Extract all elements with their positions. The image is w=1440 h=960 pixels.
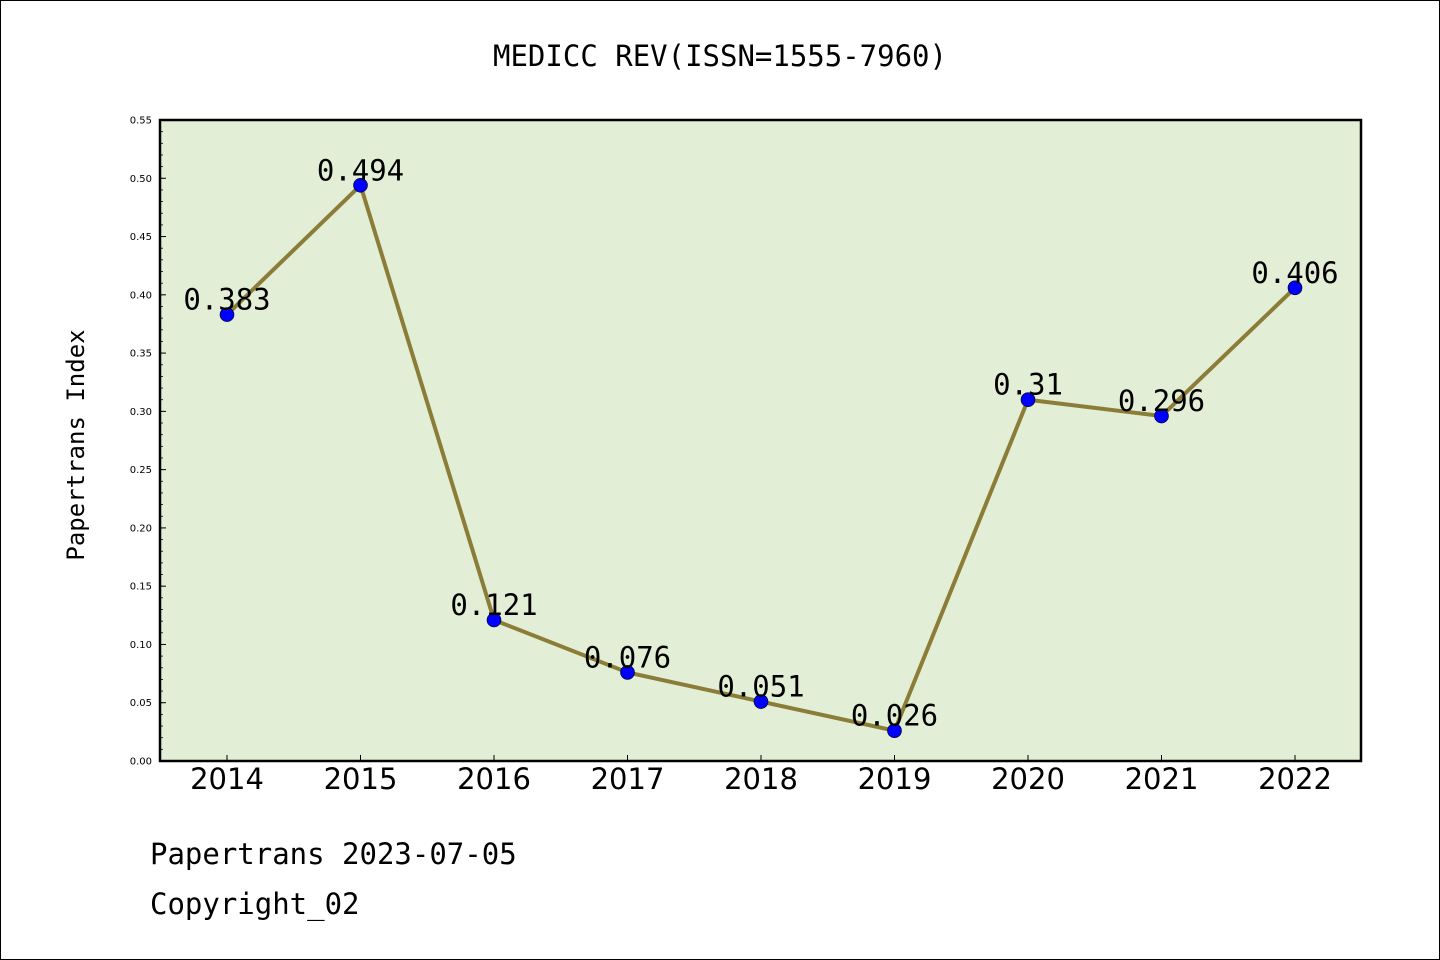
- data-label: 0.121: [450, 588, 537, 622]
- data-point: [353, 177, 368, 193]
- plot-area: [158, 118, 1363, 763]
- y-tick-label: 0.45: [130, 232, 152, 243]
- y-tick-label: 0.40: [130, 290, 152, 301]
- y-tick-label: 0.35: [130, 349, 152, 360]
- data-label: 0.051: [717, 670, 804, 704]
- chart-title: MEDICC REV(ISSN=1555-7960): [493, 39, 947, 73]
- y-tick-label: 0.20: [130, 523, 152, 534]
- y-axis-label: Papertrans Index: [62, 329, 90, 560]
- data-label: 0.076: [584, 640, 671, 674]
- y-tick-label: 0.10: [130, 640, 152, 651]
- x-tick-label: 2018: [724, 762, 798, 796]
- data-label: 0.494: [317, 153, 404, 187]
- series-layer: 0.383 0.494 0.121 0.076 0.051 0.026 0.31 0.296 0…: [183, 153, 1339, 738]
- data-point: [620, 665, 635, 680]
- data-point: [753, 694, 769, 709]
- footer-date: Papertrans 2023-07-05: [150, 837, 517, 871]
- x-tick-label: 2019: [858, 762, 932, 796]
- y-tick-label: 0.05: [130, 698, 152, 709]
- x-tick-label: 2020: [991, 762, 1065, 796]
- data-label: 0.31: [993, 368, 1063, 402]
- y-tick-label: 0.25: [130, 465, 152, 476]
- x-tick-label: 2014: [190, 762, 264, 796]
- x-tick-label: 2016: [457, 762, 531, 796]
- data-point: [1287, 280, 1303, 296]
- data-label: 0.296: [1118, 384, 1205, 418]
- y-tick-label: 0.15: [130, 582, 152, 593]
- y-tick-label: 0.30: [130, 407, 152, 418]
- data-label: 0.383: [183, 283, 270, 317]
- x-tick-label: 2022: [1258, 762, 1332, 796]
- y-tick-label: 0.50: [130, 174, 152, 185]
- y-axis: 0.00 0.05 0.10 0.15 0.20 0.25 0.30 0.35 0.40 0.45…: [130, 116, 166, 768]
- y-tick-label: 0.00: [130, 757, 152, 768]
- x-tick-label: 2017: [591, 762, 665, 796]
- y-tick-label: 0.55: [130, 116, 152, 127]
- data-label: 0.026: [851, 699, 938, 733]
- data-point: [219, 307, 235, 322]
- footer-copyright: Copyright_02: [150, 887, 360, 922]
- data-point: [486, 612, 502, 628]
- x-tick-label: 2021: [1125, 762, 1199, 796]
- x-tick-label: 2015: [324, 762, 398, 796]
- data-point: [1020, 392, 1036, 408]
- x-axis: 2014 2015 2016 2017 2018 2019 2020 2021 2022: [190, 755, 1332, 796]
- data-point: [887, 723, 902, 738]
- data-point: [1154, 408, 1169, 424]
- data-label: 0.406: [1251, 256, 1338, 290]
